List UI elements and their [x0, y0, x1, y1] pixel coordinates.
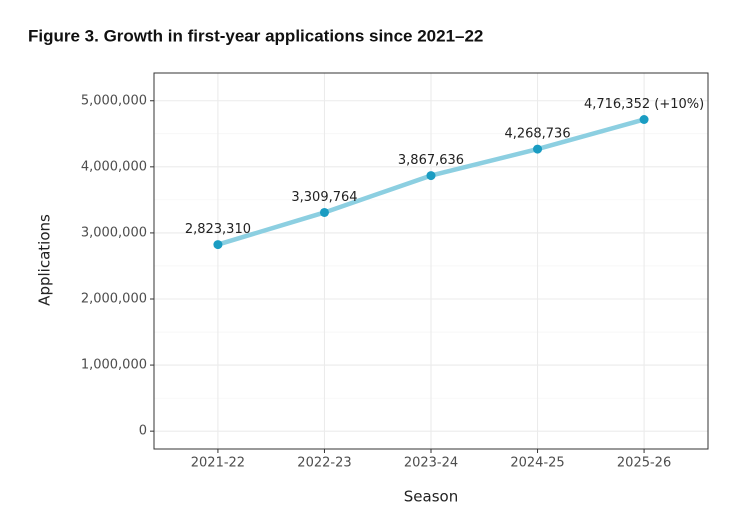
- value-label: 3,867,636: [398, 153, 464, 168]
- y-tick-label: 3,000,000: [81, 225, 147, 240]
- chart-title: Figure 3. Growth in first-year applicati…: [28, 26, 483, 45]
- x-tick-label: 2024-25: [510, 456, 564, 471]
- point: [533, 144, 543, 154]
- value-label: 4,716,352 (+10%): [584, 97, 704, 112]
- y-tick-label: 2,000,000: [81, 291, 147, 306]
- point: [426, 171, 436, 181]
- value-label: 4,268,736: [504, 127, 570, 142]
- x-axis-label: Season: [404, 488, 458, 506]
- y-axis-label: Applications: [36, 214, 54, 306]
- x-tick-label: 2022-23: [297, 456, 351, 471]
- point: [639, 114, 649, 124]
- x-tick-label: 2025-26: [617, 456, 671, 471]
- y-tick-label: 0: [139, 424, 147, 439]
- y-tick-label: 5,000,000: [81, 93, 147, 108]
- y-tick-label: 4,000,000: [81, 159, 147, 174]
- value-label: 2,823,310: [185, 222, 251, 237]
- point: [213, 240, 223, 250]
- value-label: 3,309,764: [291, 190, 357, 205]
- x-tick-label: 2023-24: [404, 456, 458, 471]
- point: [319, 207, 329, 217]
- y-tick-label: 1,000,000: [81, 358, 147, 373]
- x-tick-label: 2021-22: [191, 456, 245, 471]
